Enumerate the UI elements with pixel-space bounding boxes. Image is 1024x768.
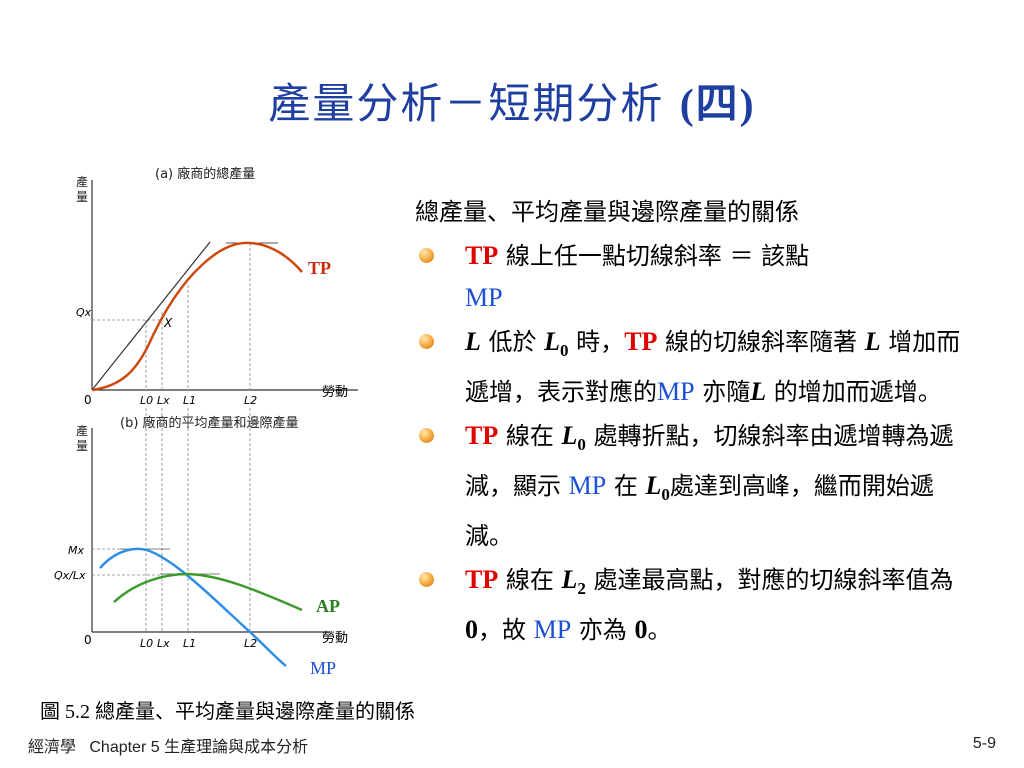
l2-letter: L — [561, 564, 578, 594]
l2-subscript: 2 — [577, 578, 586, 598]
l0-subscript: 0 — [577, 435, 586, 455]
tp-term: TP — [465, 564, 499, 594]
mp-curve — [99, 547, 287, 667]
footer-course: 經濟學 Chapter 5 生產理論與成本分析 — [28, 733, 308, 757]
bullet-item-2: L 低於 L0 時，TP 線的切線斜率隨著 L 增加而遞增，表示對應的MP 亦隨… — [415, 321, 975, 413]
bullet-3-text-2: 處轉折點，切線斜率由遞增轉為遞減，顯示 — [465, 422, 954, 501]
panel-a-origin: 0 — [84, 393, 92, 407]
bullet-2-text-2: 時， — [568, 328, 625, 356]
mp-term: MP — [568, 471, 607, 501]
tp-term: TP — [624, 327, 658, 356]
mp-term: MP — [533, 614, 572, 644]
ap-curve — [113, 572, 303, 612]
ap-label: AP — [316, 596, 340, 616]
mp-label: MP — [310, 658, 336, 678]
bullet-3-text-3: 在 — [606, 472, 646, 501]
panel-b-y-label-2: 量 — [76, 439, 88, 453]
panel-a-x-label: 勞動 — [322, 385, 348, 400]
tp-term: TP — [465, 421, 499, 451]
panel-b-title: (b) 廠商的平均產量和邊際產量 — [120, 415, 299, 431]
l0-term: L0 — [645, 471, 669, 504]
bullet-4-text-5: 。 — [647, 615, 672, 644]
page-number: 5-9 — [972, 735, 996, 752]
l0-term: L0 — [544, 327, 568, 360]
bullet-2-text-3: 線的切線斜率隨著 — [657, 328, 865, 356]
mx-label: Mx — [68, 544, 84, 557]
bullet-dot-icon — [419, 334, 434, 349]
bullet-4-text-1: 線在 — [498, 565, 562, 594]
tick-a-lx: Lx — [157, 394, 170, 407]
bullet-dot-icon — [419, 571, 434, 587]
l0-subscript: 0 — [560, 341, 569, 361]
slide-title: 產量分析－短期分析 (四) — [0, 70, 1024, 131]
point-x-label: X — [163, 316, 173, 330]
qx-label: Qx — [76, 306, 92, 319]
bullet-4-text-4: 亦為 — [571, 615, 635, 644]
panel-b-y-label-1: 產 — [76, 423, 88, 438]
panel-a-title: (a) 廠商的總產量 — [155, 166, 255, 182]
l0-subscript: 0 — [661, 485, 670, 505]
bullet-1-text: 線上任一點切線斜率 ＝ 該點 — [498, 242, 810, 270]
tick-a-l1: L1 — [183, 394, 196, 407]
bullet-item-3: TP 線在 L0 處轉折點，切線斜率由遞增轉為遞減，顯示 MP 在 L0處達到高… — [415, 415, 975, 556]
bullet-4-text-2: 處達最高點，對應的切線斜率值為 — [585, 565, 954, 594]
bullet-item-4: TP 線在 L2 處達最高點，對應的切線斜率值為 0，故 MP 亦為 0。 — [415, 559, 975, 651]
bullet-2-text-4: 增加而遞增，表示對應的 — [465, 328, 961, 407]
tick-a-l2: L2 — [244, 394, 257, 407]
slide-title-latin: (四) — [679, 82, 756, 128]
panel-b-origin: 0 — [84, 633, 92, 647]
slide-title-cjk: 產量分析－短期分析 — [268, 79, 680, 128]
tp-term: TP — [465, 241, 499, 270]
tick-b-l0: L0 — [140, 637, 153, 650]
tick-b-l1: L1 — [183, 637, 196, 650]
panel-b-ticks: L0 Lx L1 L2 — [140, 637, 257, 650]
panel-a-ticks: L0 Lx L1 L2 — [140, 394, 257, 407]
footer-chapter: Chapter 5 生產理論與成本分析 — [89, 739, 309, 756]
l2-term: L2 — [561, 564, 586, 598]
bullet-dot-icon — [419, 428, 434, 444]
panel-b-guides — [92, 408, 251, 632]
bullet-dot-icon — [419, 248, 434, 263]
figure-caption: 圖 5.2 總產量、平均產量與邊際產量的關係 — [40, 701, 415, 723]
bullet-3-text-1: 線在 — [498, 422, 562, 451]
panel-b-x-label: 勞動 — [322, 631, 348, 646]
panel-a-y-label-2: 量 — [76, 190, 88, 204]
tangent-line — [91, 241, 211, 391]
bullet-list: TP 線上任一點切線斜率 ＝ 該點 MP L 低於 L0 時，TP 線的切線斜率隨… — [415, 235, 975, 651]
tick-b-lx: Lx — [157, 637, 170, 650]
bullet-3-text-4: 處達到高峰，繼而開始遞減。 — [465, 472, 934, 550]
l0-letter: L — [561, 421, 578, 451]
production-figure: (a) 廠商的總產量 產 量 0 勞動 TP X Qx L0 Lx L1 L2 … — [54, 166, 358, 678]
tp-label: TP — [308, 258, 331, 278]
bullet-2-text-6: 的增加而遞增。 — [766, 378, 942, 407]
footer-course-name: 經濟學 — [28, 739, 77, 756]
l-term: L — [465, 327, 481, 356]
panel-a-guides — [92, 243, 251, 390]
explanation-text: 總產量、平均產量與邊際產量的關係 TP 線上任一點切線斜率 ＝ 該點 MP L 低… — [415, 192, 975, 651]
tp-curve — [91, 241, 303, 392]
tick-a-l0: L0 — [140, 394, 153, 407]
mp-term: MP — [465, 283, 503, 312]
l0-letter: L — [645, 471, 662, 501]
l-term: L — [750, 377, 767, 407]
bullet-2-text-1: 低於 — [480, 328, 545, 356]
panel-a-y-label-1: 產 — [76, 174, 88, 189]
l0-term: L0 — [561, 421, 586, 454]
zero-value: 0 — [634, 614, 648, 644]
bullet-item-1: TP 線上任一點切線斜率 ＝ 該點 MP — [415, 235, 975, 319]
explanation-heading: 總產量、平均產量與邊際產量的關係 — [415, 198, 799, 226]
mp-term: MP — [657, 377, 695, 407]
bullet-2-text-5: 亦隨 — [694, 378, 751, 407]
tick-b-l2: L2 — [244, 637, 257, 650]
l-term: L — [864, 327, 881, 356]
zero-value: 0 — [465, 614, 478, 644]
l0-letter: L — [544, 327, 561, 356]
qx-lx-label: Qx/Lx — [54, 569, 86, 582]
bullet-4-text-3: ，故 — [478, 615, 534, 644]
